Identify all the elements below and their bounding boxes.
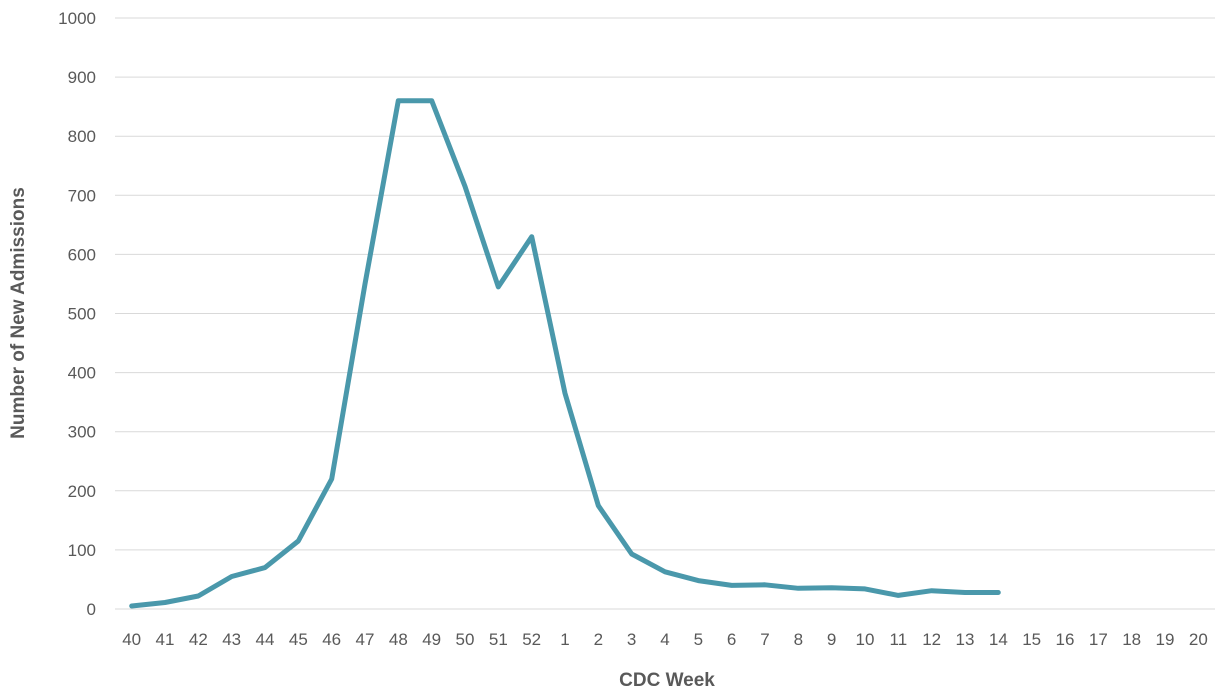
x-tick-label: 19 (1156, 630, 1175, 649)
x-tick-label: 14 (989, 630, 1008, 649)
x-tick-label: 1 (560, 630, 569, 649)
y-tick-label: 500 (68, 305, 96, 324)
series-line (129, 98, 1001, 609)
y-tick-label: 700 (68, 186, 96, 205)
series-group (129, 98, 1001, 609)
y-tick-label: 300 (68, 423, 96, 442)
x-tick-label: 16 (1056, 630, 1075, 649)
x-tick-label: 50 (456, 630, 475, 649)
x-tick-label: 3 (627, 630, 636, 649)
x-tick-label: 41 (156, 630, 175, 649)
x-tick-label: 43 (222, 630, 241, 649)
y-tick-label: 100 (68, 541, 96, 560)
x-tick-label: 13 (956, 630, 975, 649)
x-tick-label: 15 (1022, 630, 1041, 649)
y-axis-ticks: 0 100 200 300 400 500 600 700 800 900 1000 (58, 9, 96, 619)
x-tick-label: 42 (189, 630, 208, 649)
x-tick-label: 7 (760, 630, 769, 649)
y-tick-label: 0 (87, 600, 96, 619)
x-tick-label: 2 (594, 630, 603, 649)
x-tick-label: 6 (727, 630, 736, 649)
x-tick-label: 40 (122, 630, 141, 649)
x-axis-title: CDC Week (619, 670, 715, 691)
x-tick-label: 5 (694, 630, 703, 649)
x-tick-label: 48 (389, 630, 408, 649)
y-tick-label: 900 (68, 68, 96, 87)
x-tick-label: 11 (890, 630, 908, 649)
x-tick-label: 44 (256, 630, 275, 649)
x-tick-label: 4 (660, 630, 669, 649)
x-tick-label: 52 (522, 630, 541, 649)
gridlines (115, 17, 1215, 610)
y-tick-label: 400 (68, 364, 96, 383)
x-tick-label: 8 (794, 630, 803, 649)
y-axis-title: Number of New Admissions (8, 187, 29, 439)
y-tick-label: 200 (68, 482, 96, 501)
x-tick-label: 45 (289, 630, 308, 649)
x-tick-label: 12 (922, 630, 941, 649)
y-tick-label: 1000 (58, 9, 96, 28)
y-tick-label: 800 (68, 127, 96, 146)
x-tick-label: 9 (827, 630, 836, 649)
x-axis-ticks: 40 41 42 43 44 45 46 47 48 49 50 51 52 1 2 3 4 5 6 7 8 9 10 11 1… (122, 630, 1208, 649)
y-tick-label: 600 (68, 245, 96, 264)
x-tick-label: 10 (856, 630, 875, 649)
x-tick-label: 17 (1089, 630, 1108, 649)
x-tick-label: 46 (322, 630, 341, 649)
x-tick-label: 18 (1122, 630, 1141, 649)
x-tick-label: 51 (489, 630, 508, 649)
x-tick-label: 20 (1189, 630, 1208, 649)
x-tick-label: 49 (422, 630, 441, 649)
x-tick-label: 47 (356, 630, 375, 649)
